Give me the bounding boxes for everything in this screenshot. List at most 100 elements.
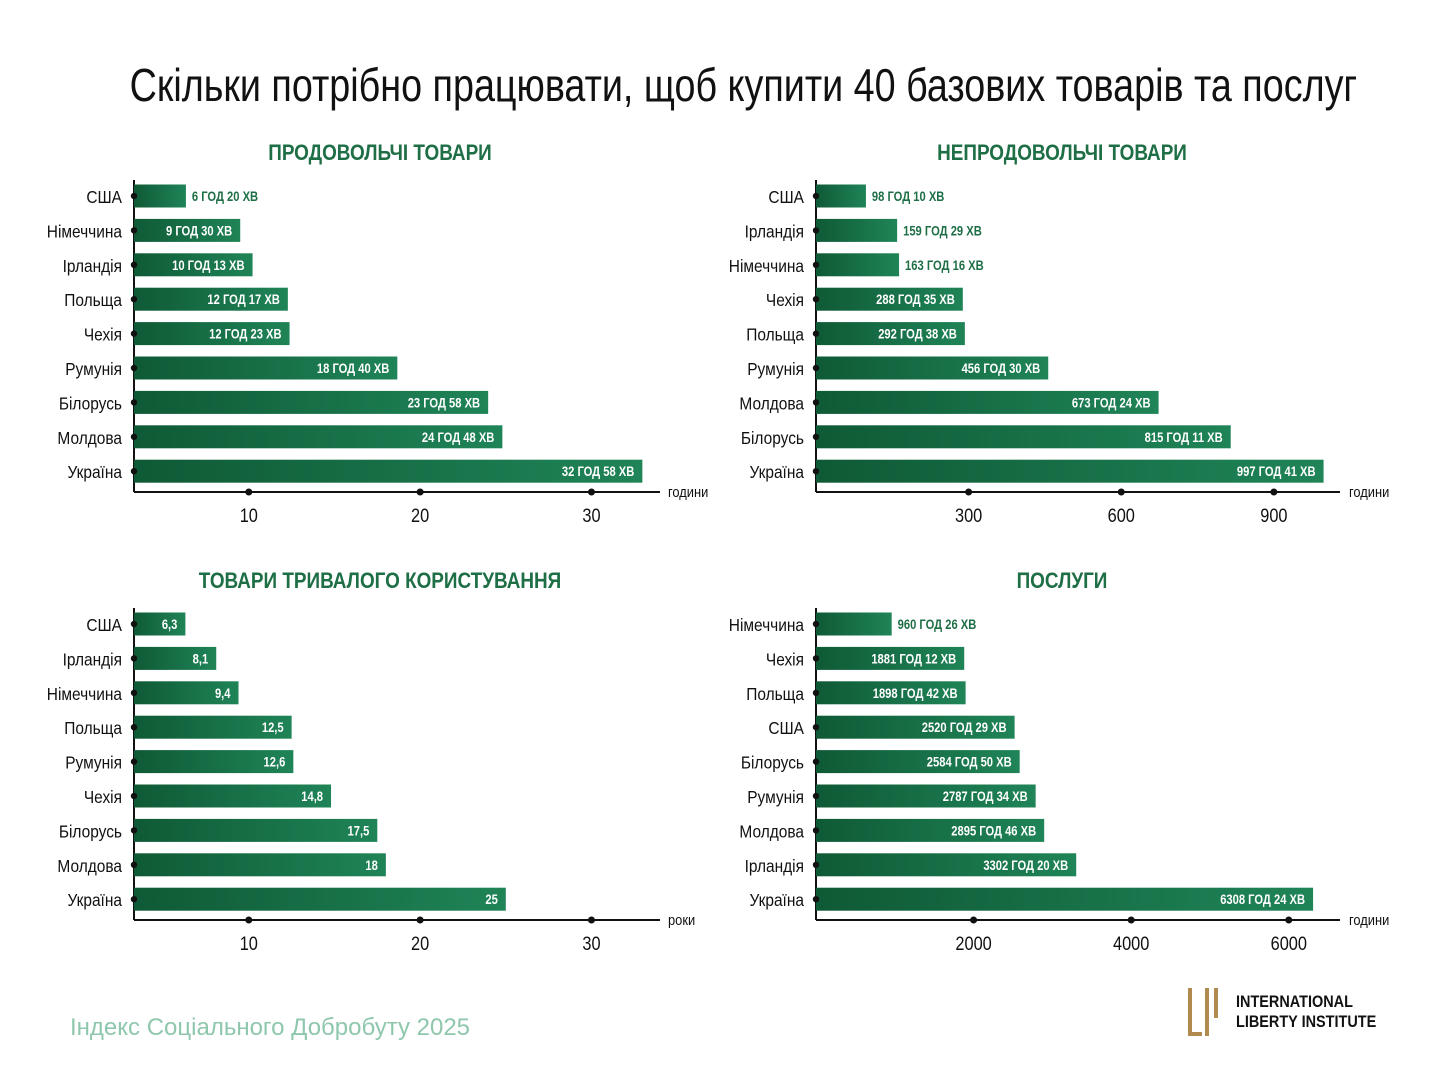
category-label: Чехія bbox=[84, 787, 122, 807]
value-label: 2895 ГОД 46 ХВ bbox=[951, 823, 1036, 838]
chart-title: ТОВАРИ ТРИВАЛОГО КОРИСТУВАННЯ bbox=[199, 569, 561, 594]
row-dot bbox=[812, 620, 820, 628]
category-label: Білорусь bbox=[741, 753, 804, 773]
bar bbox=[816, 218, 898, 242]
x-unit-label: години bbox=[1349, 483, 1389, 500]
page-title: Скільки потрібно працювати, щоб купити 4… bbox=[129, 59, 1358, 111]
row-dot bbox=[812, 468, 820, 475]
row-dot bbox=[130, 227, 138, 234]
bar bbox=[134, 818, 378, 842]
category-label: Ірландія bbox=[63, 256, 122, 276]
bar bbox=[816, 715, 1015, 739]
category-label: Білорусь bbox=[59, 821, 122, 841]
x-tick-dot bbox=[245, 916, 253, 924]
value-label: 98 ГОД 10 ХВ bbox=[872, 189, 944, 204]
bar bbox=[134, 612, 186, 636]
row-dot bbox=[812, 433, 820, 440]
row-dot bbox=[130, 468, 138, 475]
row-dot bbox=[130, 192, 138, 200]
value-label: 3302 ГОД 20 ХВ bbox=[983, 858, 1068, 873]
category-label: Молдова bbox=[57, 856, 122, 876]
x-tick-dot bbox=[587, 488, 595, 496]
row-dot bbox=[812, 330, 820, 337]
x-tick-label: 600 bbox=[1108, 505, 1135, 526]
row-dot bbox=[812, 724, 820, 731]
value-label: 997 ГОД 41 ХВ bbox=[1237, 464, 1316, 479]
value-label: 14,8 bbox=[301, 789, 323, 804]
bar bbox=[134, 715, 292, 739]
x-tick-label: 300 bbox=[955, 505, 982, 526]
bar bbox=[816, 390, 1159, 414]
value-label: 18 ГОД 40 ХВ bbox=[317, 361, 389, 376]
x-tick-label: 20 bbox=[411, 505, 429, 526]
value-label: 6,3 bbox=[162, 617, 178, 632]
category-label: Молдова bbox=[739, 393, 804, 413]
category-label: Молдова bbox=[57, 428, 122, 448]
row-dot bbox=[130, 792, 138, 800]
bar bbox=[816, 887, 1314, 911]
x-tick-dot bbox=[245, 488, 253, 496]
value-label: 8,1 bbox=[193, 651, 209, 666]
value-label: 12 ГОД 17 ХВ bbox=[207, 292, 279, 307]
value-label: 815 ГОД 11 ХВ bbox=[1145, 430, 1223, 445]
x-tick-dot bbox=[970, 916, 978, 924]
chart-title: НЕПРОДОВОЛЬЧІ ТОВАРИ bbox=[937, 141, 1187, 166]
value-label: 18 bbox=[365, 858, 377, 873]
value-label: 12,5 bbox=[262, 720, 284, 735]
chart-panel-4: ПОСЛУГИ Німеччина 960 ГОД 26 ХВ Чехія 1881 Г… bbox=[729, 569, 1390, 955]
logo-mark-icon bbox=[1188, 988, 1218, 1036]
category-label: Німеччина bbox=[47, 221, 123, 241]
x-tick-dot bbox=[1270, 488, 1278, 496]
bar bbox=[134, 390, 489, 414]
bar bbox=[816, 425, 1231, 449]
row-dot bbox=[130, 399, 138, 406]
row-dot bbox=[130, 261, 138, 268]
value-label: 12,6 bbox=[264, 754, 286, 769]
value-label: 6308 ГОД 24 ХВ bbox=[1220, 892, 1305, 907]
value-label: 2520 ГОД 29 ХВ bbox=[922, 720, 1007, 735]
value-label: 163 ГОД 16 ХВ bbox=[905, 258, 984, 273]
x-tick-label: 30 bbox=[582, 505, 600, 526]
bar bbox=[134, 853, 386, 877]
bar bbox=[134, 784, 332, 808]
bar bbox=[134, 425, 503, 449]
row-dot bbox=[812, 689, 820, 696]
category-label: Польща bbox=[746, 325, 804, 345]
bar bbox=[816, 853, 1077, 877]
bar bbox=[134, 322, 290, 346]
bar bbox=[816, 750, 1020, 774]
row-dot bbox=[130, 296, 138, 303]
category-label: Україна bbox=[67, 890, 122, 910]
category-label: Чехія bbox=[84, 325, 122, 345]
x-tick-dot bbox=[587, 916, 595, 924]
value-label: 9,4 bbox=[215, 686, 231, 701]
row-dot bbox=[130, 758, 138, 765]
x-unit-label: роки bbox=[668, 911, 695, 928]
x-tick-label: 10 bbox=[240, 505, 258, 526]
footer-index-label: Індекс Соціального Добробуту 2025 bbox=[70, 1014, 471, 1041]
row-dot bbox=[130, 724, 138, 731]
x-tick-dot bbox=[1285, 916, 1293, 924]
row-dot bbox=[812, 261, 820, 268]
chart-title: ПОСЛУГИ bbox=[1017, 569, 1108, 594]
value-label: 24 ГОД 48 ХВ bbox=[422, 430, 494, 445]
chart-panel-1: ПРОДОВОЛЬЧІ ТОВАРИ США 6 ГОД 20 ХВ Німеччин… bbox=[47, 141, 709, 527]
value-label: 23 ГОД 58 ХВ bbox=[408, 395, 480, 410]
category-label: Румунія bbox=[747, 787, 804, 807]
value-label: 25 bbox=[485, 892, 497, 907]
x-tick-label: 4000 bbox=[1113, 933, 1149, 954]
bar bbox=[816, 253, 900, 277]
row-dot bbox=[130, 330, 138, 337]
bar bbox=[134, 887, 506, 911]
x-tick-dot bbox=[416, 488, 424, 496]
value-label: 6 ГОД 20 ХВ bbox=[192, 189, 258, 204]
category-label: Україна bbox=[749, 890, 804, 910]
value-label: 17,5 bbox=[348, 823, 370, 838]
category-label: Чехія bbox=[766, 649, 804, 669]
x-tick-dot bbox=[1127, 916, 1135, 924]
category-label: Румунія bbox=[65, 359, 122, 379]
category-label: США bbox=[86, 187, 122, 207]
logo-line-2: Liberty Institute bbox=[1236, 1012, 1377, 1031]
category-label: Білорусь bbox=[59, 393, 122, 413]
